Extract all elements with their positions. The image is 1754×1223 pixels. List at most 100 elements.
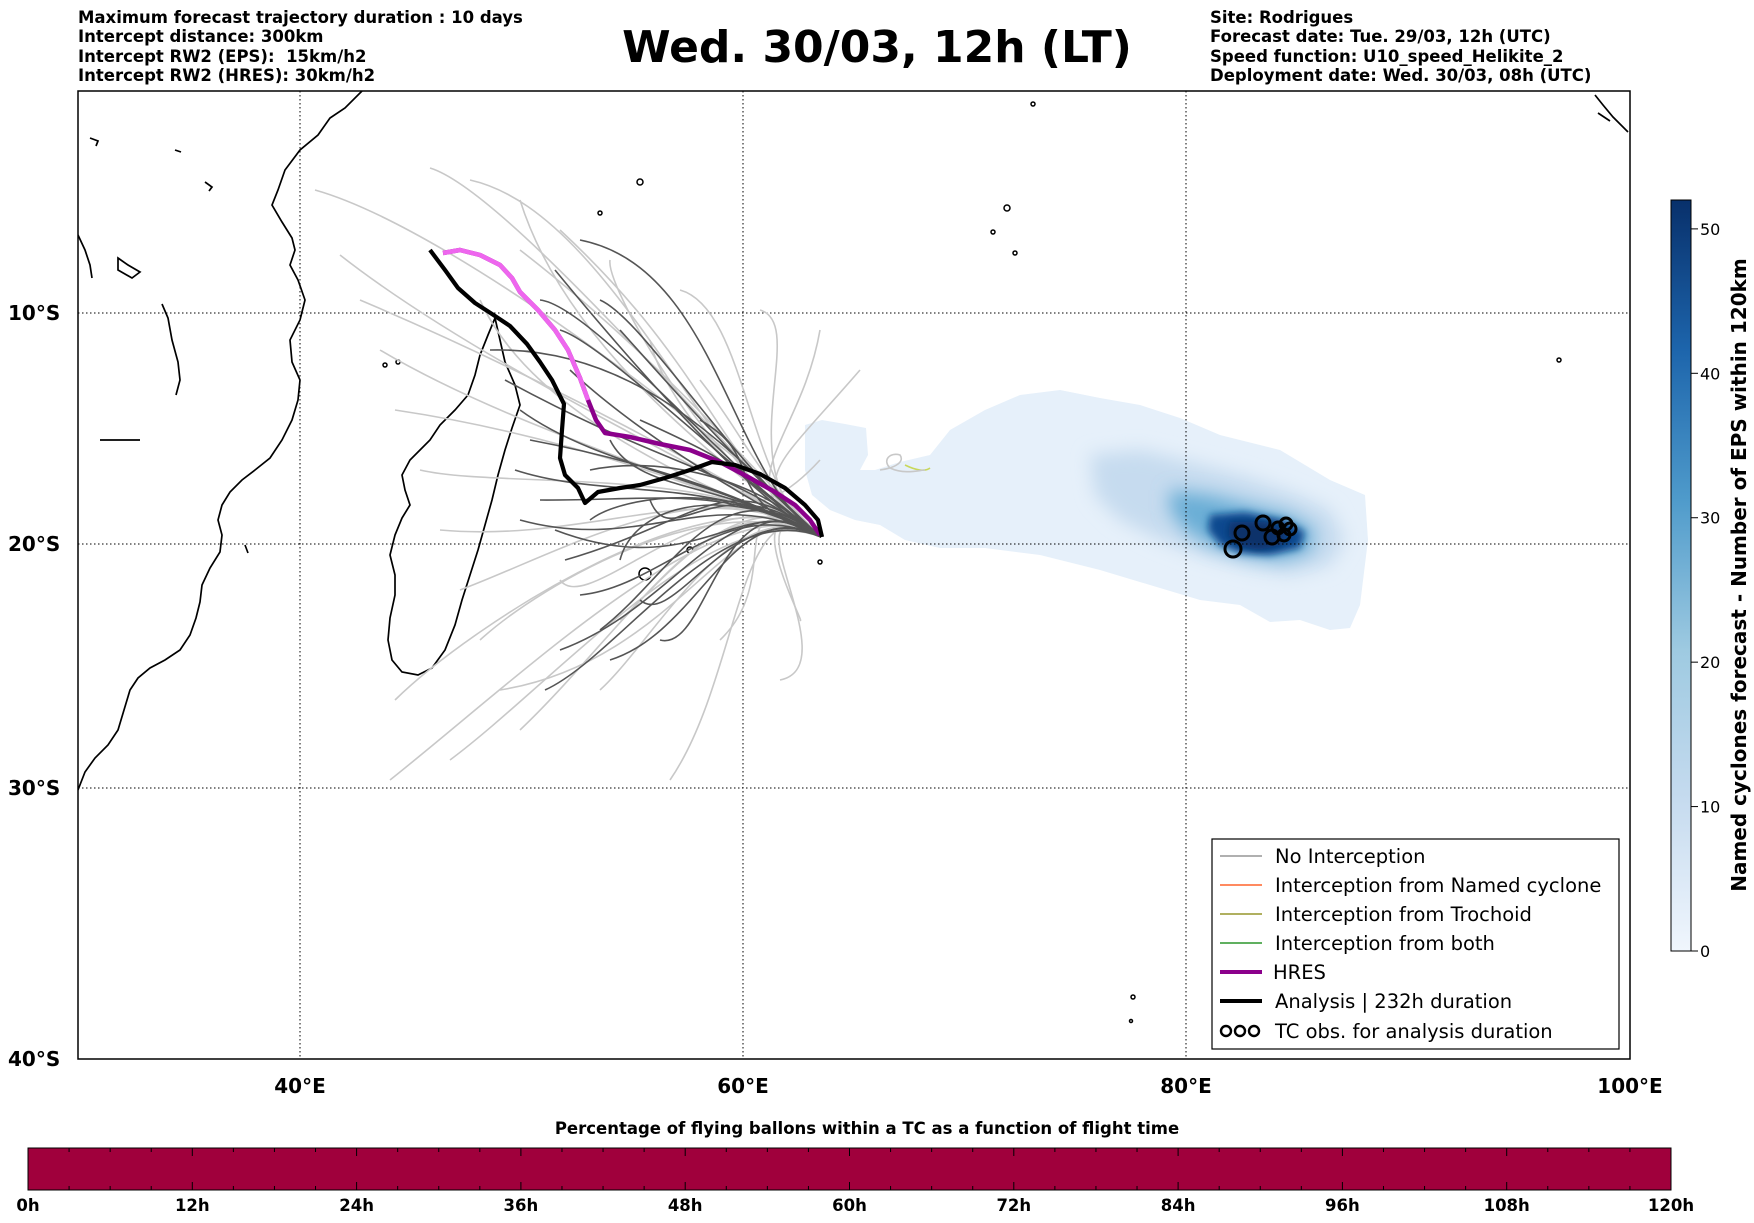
legend-box — [1211, 838, 1620, 1050]
time-bar-title: Percentage of flying ballons within a TC… — [555, 1119, 1179, 1138]
lat-label-30s: 30°S — [8, 776, 60, 800]
eps-trajectory — [569, 369, 822, 538]
eps-trajectory — [544, 529, 822, 691]
time-bar-tick-label: 120h — [1648, 1196, 1694, 1215]
lon-label-100e: 100°E — [1597, 1074, 1662, 1098]
trochoid-trajectory — [904, 464, 931, 471]
island-chagos-2 — [990, 229, 996, 235]
legend-entry-analysis: Analysis | 232h duration — [1220, 990, 1512, 1013]
island-chagos-1 — [1003, 204, 1011, 212]
time-bar-tick-label: 60h — [832, 1196, 867, 1215]
eps-trajectory — [554, 269, 822, 538]
arabian-coast — [78, 234, 93, 279]
east-coast-islet-2 — [1597, 112, 1611, 122]
legend-label-tc-obs: TC obs. for analysis duration — [1274, 1020, 1553, 1043]
time-bar-tick-label: 24h — [339, 1196, 374, 1215]
eps-trajectory — [559, 329, 822, 538]
coastlines — [78, 91, 1629, 791]
intercept-hres-text: Intercept RW2 (HRES): 30km/h2 — [78, 66, 376, 86]
time-bar-ticks: 0h 12h 24h 36h 48h 60h 72h 84h 96h 108h 120h — [16, 1148, 1694, 1215]
density-outer — [805, 390, 1368, 630]
time-bar-tick-label: 96h — [1325, 1196, 1360, 1215]
header-right-info: Site: Rodrigues Forecast date: Tue. 29/0… — [1210, 8, 1591, 86]
analysis-trajectory — [428, 248, 825, 538]
legend-entry-named-cyclone: Interception from Named cyclone — [1220, 874, 1601, 897]
map-frame — [77, 90, 1631, 1060]
longitude-labels: 40°E 60°E 80°E 100°E — [274, 1074, 1662, 1098]
lat-label-40s: 40°S — [8, 1047, 60, 1071]
legend-entry-tc-obs: TC obs. for analysis duration — [1219, 1020, 1553, 1043]
colorbar-fill — [1670, 199, 1692, 952]
header-left-info: Maximum forecast trajectory duration : 1… — [78, 8, 523, 86]
forecast-date-text: Forecast date: Tue. 29/03, 12h (UTC) — [1210, 27, 1551, 47]
time-bar-tick-label: 48h — [668, 1196, 703, 1215]
colorbar-label: Named cyclones forecast - Number of EPS … — [1727, 258, 1751, 892]
site-text: Site: Rodrigues — [1210, 8, 1354, 27]
legend-label-named-cyclone: Interception from Named cyclone — [1275, 874, 1601, 897]
tc-obs-8 — [1282, 521, 1298, 537]
time-bar-tick-label: 108h — [1484, 1196, 1530, 1215]
lat-label-20s: 20°S — [8, 532, 60, 556]
legend-label-trochoid: Interception from Trochoid — [1275, 903, 1532, 926]
lat-label-10s: 10°S — [8, 301, 60, 325]
tc-obs-1 — [1223, 539, 1243, 559]
coast-islet-1 — [89, 137, 100, 147]
lon-label-80e: 80°E — [1160, 1074, 1212, 1098]
coast-islet-5 — [244, 544, 249, 554]
eps-trajectory — [619, 504, 822, 561]
legend-obs-marker-1 — [1219, 1024, 1233, 1038]
madagascar-coast — [387, 315, 521, 676]
africa-coast — [78, 91, 363, 791]
eps-trajectory — [359, 299, 822, 538]
time-bar-tick-label: 84h — [1161, 1196, 1196, 1215]
mozambique-channel-islands — [161, 303, 181, 396]
density-colorbar: 0 10 20 30 40 50 Named cyclones forecast - Nu… — [1670, 199, 1751, 961]
eps-trajectory — [579, 524, 822, 596]
eps-trajectory — [539, 299, 822, 538]
island-st-paul — [1128, 1018, 1134, 1024]
island-maldives — [1030, 101, 1036, 107]
legend-label-analysis: Analysis | 232h duration — [1275, 990, 1512, 1013]
coast-islet-3 — [204, 181, 214, 192]
east-africa-lake — [117, 256, 142, 280]
legend-label-no-interception: No Interception — [1275, 845, 1426, 868]
legend-entry-no-interception: No Interception — [1220, 845, 1426, 868]
legend-entry-both: Interception from both — [1220, 932, 1495, 955]
colorbar-tick-label: 0 — [1700, 942, 1710, 961]
island-rodrigues — [817, 559, 823, 565]
eps-trajectory — [659, 520, 822, 642]
trajectory-layer — [314, 167, 931, 781]
eps-trajectory — [559, 229, 822, 538]
time-bar-tick-label: 36h — [504, 1196, 539, 1215]
time-bar-tick-label: 0h — [16, 1196, 39, 1215]
colorbar-tick-label: 10 — [1700, 798, 1720, 817]
colorbar-ticks: 0 10 20 30 40 50 — [1691, 220, 1720, 961]
legend: No Interception Interception from Named … — [1211, 838, 1620, 1050]
legend-label-both: Interception from both — [1275, 932, 1495, 955]
lon-label-40e: 40°E — [274, 1074, 326, 1098]
coast-islet-2 — [174, 149, 182, 153]
legend-label-hres: HRES — [1273, 961, 1326, 984]
east-coast-islet — [1594, 94, 1629, 133]
eps-trajectory — [649, 499, 822, 538]
eps-trajectory — [599, 509, 822, 631]
legend-obs-marker-2 — [1233, 1024, 1247, 1038]
hres-trajectory-start — [442, 247, 591, 401]
max-duration-text: Maximum forecast trajectory duration : 1… — [78, 8, 523, 27]
island-comoros-1 — [382, 362, 388, 368]
colorbar-tick-label: 30 — [1700, 509, 1720, 528]
eps-trajectory — [639, 527, 822, 606]
colorbar-tick-label: 50 — [1700, 220, 1720, 239]
intercept-distance-text: Intercept distance: 300km — [78, 27, 324, 47]
flight-time-bar: Percentage of flying ballons within a TC… — [16, 1119, 1694, 1215]
legend-obs-marker-3 — [1247, 1024, 1261, 1038]
tc-obs-2 — [1233, 524, 1251, 542]
gridlines — [78, 91, 1630, 1059]
colorbar-tick-label: 40 — [1700, 364, 1720, 383]
speed-function-text: Speed function: U10_speed_Helikite_2 — [1210, 46, 1564, 66]
eps-trajectory — [778, 525, 822, 681]
eps-trajectory — [579, 239, 822, 538]
lon-label-60e: 60°E — [717, 1074, 769, 1098]
island-cocos — [1556, 357, 1562, 363]
